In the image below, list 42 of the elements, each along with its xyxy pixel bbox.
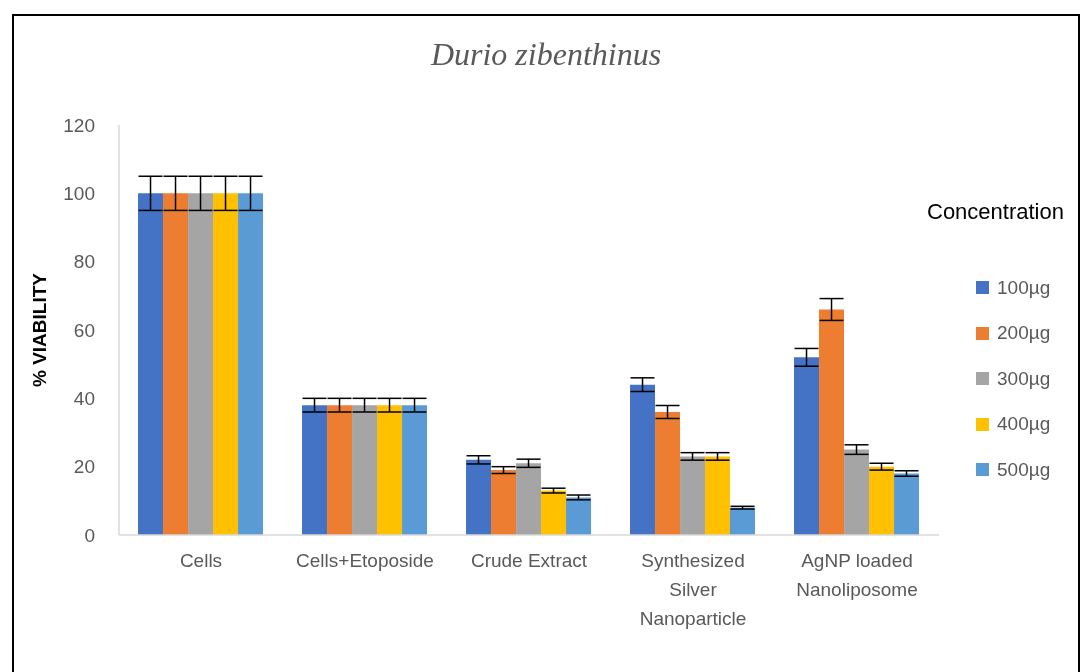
bar [377,405,403,535]
x-tick-label: AgNP loaded Nanoliposome [796,549,918,600]
bar [238,193,264,535]
bar [402,405,428,535]
bar [844,449,870,535]
bar [655,412,681,535]
legend-label: 400µg [997,413,1051,436]
legend-label: 500µg [997,458,1051,481]
bar [138,193,164,535]
bar [491,470,517,535]
bar [516,463,542,535]
y-tick-label: 20 [73,456,95,478]
y-tick-label: 80 [73,251,95,273]
bar [352,405,378,535]
bar [680,456,706,535]
y-tick-label: 120 [63,114,95,136]
y-tick-label: 0 [84,524,95,546]
legend-label: 100µg [997,276,1051,299]
bar [213,193,239,535]
legend-label: 300µg [997,367,1051,390]
bar [466,459,492,535]
chart-title: Durio zibenthinus [429,36,663,73]
x-tick-label: Crude Extract [470,549,588,571]
bar [188,193,214,535]
legend-title: Concentration [927,198,1064,226]
x-tick-label: Cells [179,549,223,571]
y-tick-label: 100 [63,183,95,205]
bar [894,473,920,535]
x-tick-label: Synthesized Silver Nanoparticle [639,549,747,629]
legend-label: 200µg [997,322,1051,345]
bar [794,357,820,535]
bar [163,193,189,535]
y-axis-title: % VIABILITY [28,272,50,388]
bar [705,456,731,535]
bar [327,405,353,535]
bar [630,384,656,535]
x-tick-label: Cells+Etoposide [296,549,434,571]
bar [869,466,895,535]
bar [302,405,328,535]
y-tick-label: 40 [73,388,95,410]
bar [819,309,845,535]
y-tick-label: 60 [73,319,95,341]
